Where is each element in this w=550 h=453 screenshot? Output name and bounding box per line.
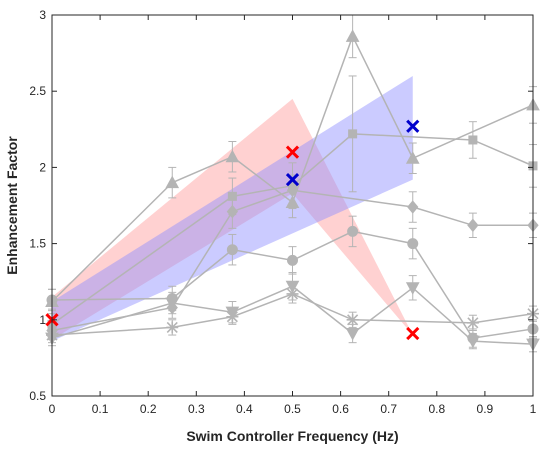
x-tick-label: 0.6 (332, 402, 349, 416)
x-tick-label: 0.9 (477, 402, 494, 416)
blue-x-marker (285, 172, 300, 187)
blue-x-marker (406, 119, 420, 133)
diamond-marker (407, 200, 419, 214)
y-tick-label: 3 (39, 8, 46, 22)
circle-marker (287, 254, 298, 266)
y-tick-label: 1 (39, 313, 46, 327)
circle-marker (407, 238, 419, 250)
circle-marker (347, 225, 359, 237)
diamond-marker (467, 218, 479, 233)
triangle-up-marker (165, 175, 180, 189)
triangle-up-marker (345, 29, 360, 42)
square-marker (468, 135, 478, 145)
x-tick-label: 0.8 (428, 402, 445, 416)
x-tick-label: 0.4 (236, 402, 253, 416)
circle-marker (226, 244, 238, 256)
star-marker (226, 310, 239, 323)
square-marker (348, 129, 358, 139)
triangle-down-marker (466, 335, 480, 349)
ticks-layer: 0 0.1 0.2 0.3 0.4 0.5 0.6 0.7 0.8 0.9 1 0.5 1 1.5 2 2.5… (29, 8, 536, 416)
diamond-marker (286, 183, 299, 198)
star-marker (346, 313, 359, 326)
triangle-down-marker (405, 282, 420, 295)
x-tick-label: 0.2 (140, 402, 157, 416)
star-marker (286, 287, 299, 300)
triangle-down-marker (165, 297, 180, 311)
y-tick-label: 1.5 (29, 237, 46, 251)
x-tick-label: 0.7 (380, 402, 397, 416)
star-marker (466, 316, 479, 329)
x-axis-title: Swim Controller Frequency (Hz) (186, 428, 398, 444)
diamond-marker (226, 204, 239, 219)
series-line (51, 133, 534, 325)
x-tick-label: 0.3 (188, 402, 205, 416)
triangle-up-marker (405, 151, 420, 164)
triangle-down-marker (345, 328, 360, 341)
y-tick-label: 2 (39, 160, 46, 174)
y-tick-label: 2.5 (29, 84, 46, 98)
red-x-marker (285, 145, 300, 159)
x-tick-label: 0 (49, 402, 56, 416)
red-x-marker (406, 326, 420, 341)
x-tick-label: 1 (530, 402, 537, 416)
triangle-up-marker (225, 149, 240, 163)
y-tick-label: 0.5 (29, 389, 46, 403)
x-tick-label: 0.5 (284, 402, 301, 416)
x-tick-label: 0.1 (92, 402, 109, 416)
star-marker (166, 321, 179, 334)
y-axis-title: Enhancement Factor (4, 136, 20, 275)
series-line (51, 285, 534, 345)
